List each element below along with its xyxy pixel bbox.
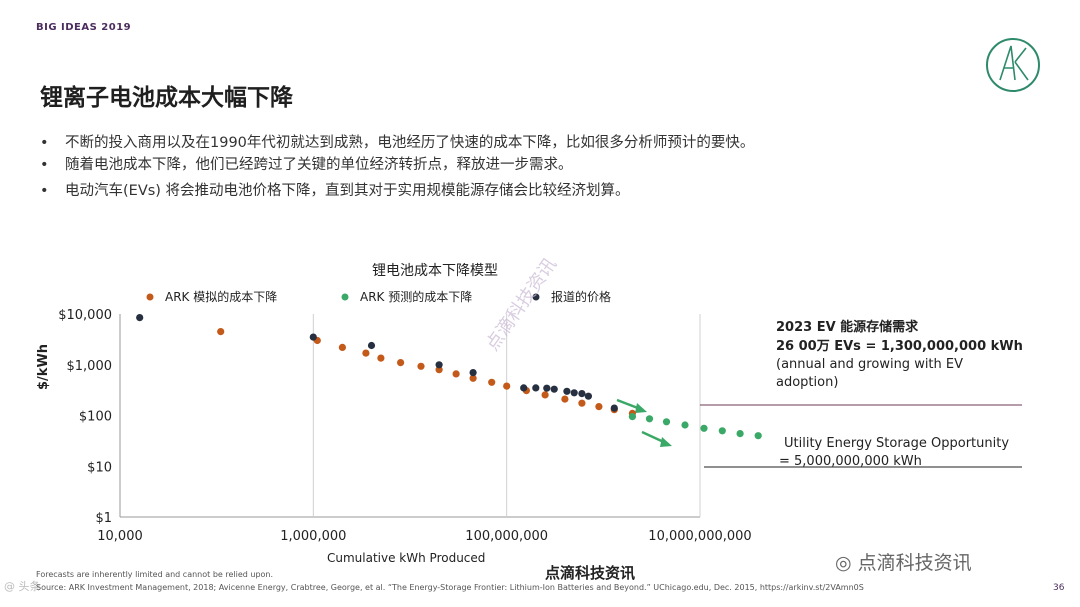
point-ark-modeled <box>578 399 586 407</box>
point-reported <box>570 389 578 397</box>
legend-marker-ark-projected <box>341 293 349 301</box>
gridlines <box>312 314 701 517</box>
point-reported <box>520 384 528 392</box>
wechat-icon: ◎ <box>835 552 852 574</box>
utility-annotation-line2: = 5,000,000,000 kWh <box>779 454 922 469</box>
y-axis-ticks: $1 $10 $100 $1,000 $10,000 <box>58 308 112 526</box>
point-reported <box>563 387 571 395</box>
point-reported <box>532 384 540 392</box>
point-ark-projected <box>662 418 671 426</box>
reference-lines <box>700 404 1022 468</box>
ev-annotation: 2023 EV 能源存储需求 26 00万 EVs = 1,300,000,00… <box>776 319 1023 390</box>
ev-annotation-line2: 26 00万 EVs = 1,300,000,000 kWh <box>776 339 1023 354</box>
x-tick-label: 10,000,000,000 <box>648 529 751 544</box>
chart-legend: ARK 模拟的成本下降 ARK 预测的成本下降 报道的价格 <box>146 289 611 304</box>
point-reported <box>610 404 618 412</box>
y-tick-label: $100 <box>79 410 112 425</box>
point-reported <box>469 369 477 377</box>
ev-annotation-title: 2023 EV 能源存储需求 <box>776 319 919 335</box>
ev-annotation-line3: (annual and growing with EV <box>776 357 963 372</box>
ev-annotation-line4: adoption) <box>776 375 838 390</box>
point-ark-projected <box>681 421 689 429</box>
x-axis-label: Cumulative kWh Produced <box>327 551 485 565</box>
point-ark-modeled <box>503 382 511 390</box>
legend-ark-modeled: ARK 模拟的成本下降 <box>165 289 277 304</box>
x-tick-label: 10,000 <box>97 529 143 544</box>
point-reported <box>543 384 551 392</box>
point-reported <box>550 385 558 393</box>
point-ark-projected <box>754 432 762 440</box>
ark-logo-icon <box>986 38 1040 92</box>
footnote-source: Source: ARK Investment Management, 2018;… <box>36 583 864 592</box>
wechat-watermark: ◎ 点滴科技资讯 <box>835 548 972 575</box>
point-ark-modeled <box>595 403 603 411</box>
point-ark-modeled <box>452 370 460 378</box>
page-number: 36 <box>1053 583 1065 593</box>
x-axis-ticks: 10,000 1,000,000 100,000,000 10,000,000,000 <box>97 529 751 544</box>
point-ark-modeled <box>561 395 569 403</box>
point-ark-modeled <box>397 359 405 367</box>
legend-marker-ark-modeled <box>146 293 154 301</box>
y-axis-label: $/kWh <box>36 344 51 390</box>
header-label: BIG IDEAS 2019 <box>36 22 132 33</box>
point-ark-modeled <box>338 343 346 351</box>
point-reported <box>309 333 317 341</box>
data-points <box>136 314 762 440</box>
point-ark-modeled <box>417 362 425 370</box>
y-tick-label: $10,000 <box>58 308 112 323</box>
bullet-1: 不断的投入商用以及在1990年代初就达到成熟，电池经历了快速的成本下降，比如很多… <box>38 133 1038 153</box>
point-reported <box>136 314 144 322</box>
battery-cost-chart: 锂电池成本下降模型 ARK 模拟的成本下降 ARK 预测的成本下降 报道的价格 … <box>36 254 1023 565</box>
page-title: 锂离子电池成本大幅下降 <box>40 85 293 111</box>
bullet-3: 电动汽车(EVs) 将会推动电池价格下降，直到其对于实用规模能源存储会比较经济划… <box>38 181 1038 201</box>
x-tick-label: 100,000,000 <box>465 529 548 544</box>
point-ark-modeled <box>362 349 370 357</box>
point-reported <box>367 341 376 350</box>
bullet-2: 随着电池成本下降，他们已经跨过了关键的单位经济转折点，释放进一步需求。 <box>38 155 1038 175</box>
point-ark-modeled <box>377 354 385 362</box>
legend-ark-projected: ARK 预测的成本下降 <box>360 289 472 304</box>
chart-title: 锂电池成本下降模型 <box>372 263 498 279</box>
point-reported <box>435 361 443 369</box>
point-ark-projected <box>628 413 637 421</box>
trend-arrow-upper <box>616 398 647 413</box>
trend-arrow-lower <box>641 430 672 447</box>
point-ark-projected <box>718 427 726 435</box>
y-tick-label: $1,000 <box>67 359 113 374</box>
point-ark-modeled <box>469 374 477 382</box>
y-tick-label: $1 <box>95 511 112 526</box>
trend-arrows <box>616 398 672 447</box>
x-tick-label: 1,000,000 <box>280 529 346 544</box>
y-tick-label: $10 <box>87 460 112 475</box>
point-ark-modeled <box>217 328 225 336</box>
footnote-disclaimer: Forecasts are inherently limited and can… <box>36 570 274 579</box>
point-ark-projected <box>700 424 708 432</box>
point-ark-modeled <box>488 378 496 386</box>
watermark-bottom: 点滴科技资讯 <box>545 564 636 582</box>
watermark-left: @ 头条 <box>4 580 41 593</box>
point-ark-projected <box>736 430 744 438</box>
utility-annotation-line1: Utility Energy Storage Opportunity <box>784 436 1009 451</box>
legend-reported: 报道的价格 <box>551 289 611 304</box>
plot-frame <box>119 314 700 518</box>
point-ark-projected <box>645 415 654 423</box>
point-ark-modeled <box>541 391 549 399</box>
wechat-text: 点滴科技资讯 <box>857 552 972 574</box>
point-reported <box>584 392 593 400</box>
bullet-list: 不断的投入商用以及在1990年代初就达到成熟，电池经历了快速的成本下降，比如很多… <box>38 133 1038 203</box>
utility-annotation: Utility Energy Storage Opportunity = 5,0… <box>779 436 1009 469</box>
point-reported <box>578 390 586 398</box>
legend-marker-reported <box>532 293 540 301</box>
